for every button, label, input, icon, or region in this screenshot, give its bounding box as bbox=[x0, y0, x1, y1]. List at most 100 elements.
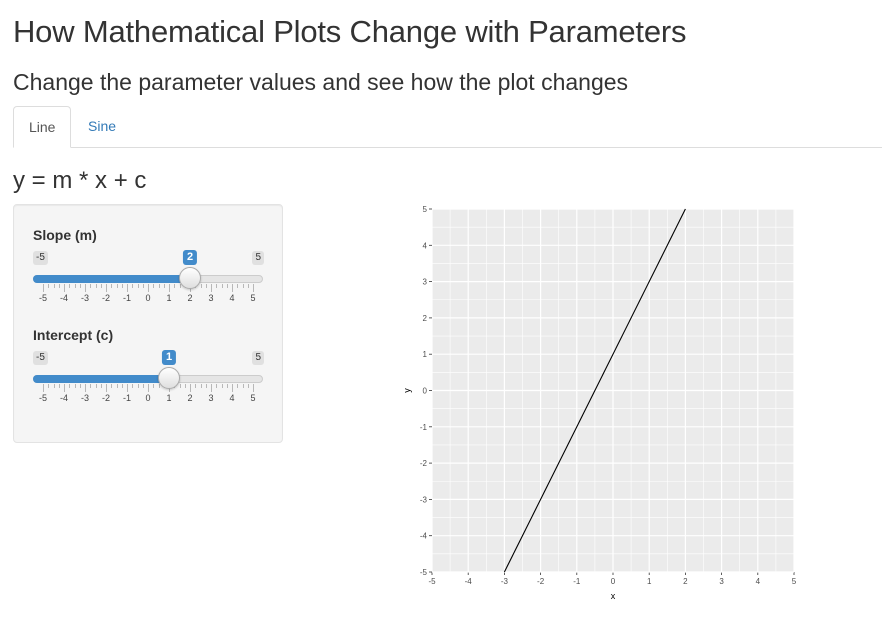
y-tick-label: -4 bbox=[420, 532, 428, 541]
slope-tick-mark bbox=[174, 284, 176, 288]
slope-tick-mark bbox=[148, 284, 149, 292]
intercept-max-label: 5 bbox=[252, 351, 264, 365]
x-tick-label: -1 bbox=[573, 577, 581, 586]
slope-tick-mark bbox=[69, 284, 71, 288]
line-plot: -5 -4 -3 -2 -1 0 1 2 3 4 5 -5 -4 -3 -2 -1 0 1 2 3 4 5 x y bbox=[402, 205, 797, 601]
intercept-tick-mark bbox=[132, 384, 134, 388]
slope-tick-mark bbox=[211, 284, 212, 292]
slope-tick-mark bbox=[127, 284, 128, 292]
intercept-tick-mark bbox=[253, 384, 254, 392]
intercept-tick-mark bbox=[237, 384, 239, 388]
intercept-tick-mark bbox=[158, 384, 160, 388]
slope-tick-mark bbox=[85, 284, 86, 292]
intercept-tick-mark bbox=[221, 384, 223, 388]
slope-min-label: -5 bbox=[33, 251, 48, 265]
y-tick-label: 5 bbox=[423, 205, 428, 214]
slope-tick-label: 3 bbox=[208, 293, 214, 303]
intercept-tick-mark bbox=[148, 384, 149, 392]
intercept-tick-mark bbox=[100, 384, 102, 388]
slope-tick-mark bbox=[232, 284, 233, 292]
slope-tick-label: 1 bbox=[166, 293, 172, 303]
slope-tick-mark bbox=[237, 284, 239, 288]
slope-tick-mark bbox=[53, 284, 55, 288]
intercept-tick-mark bbox=[226, 384, 228, 388]
intercept-tick-mark bbox=[179, 384, 181, 388]
tab-bar: Line Sine bbox=[13, 106, 882, 148]
x-tick-label: 2 bbox=[683, 577, 688, 586]
intercept-ticks: -5 -4 -3 -2 -1 0 1 2 3 4 5 bbox=[33, 384, 263, 404]
slope-slider[interactable]: -5 5 2 -5 -4 -3 -2 -1 0 1 2 3 4 5 bbox=[33, 250, 264, 321]
intercept-tick-label: 1 bbox=[166, 393, 172, 403]
slope-tick-mark bbox=[48, 284, 50, 288]
intercept-value-label: 1 bbox=[161, 350, 177, 365]
intercept-tick-label: 5 bbox=[250, 393, 256, 403]
slope-tick-mark bbox=[132, 284, 134, 288]
intercept-tick-mark bbox=[48, 384, 50, 388]
slope-tick-mark bbox=[253, 284, 254, 292]
slope-tick-mark bbox=[95, 284, 97, 288]
slope-tick-mark bbox=[242, 284, 244, 288]
slope-tick-mark bbox=[106, 284, 107, 292]
x-tick-label: 0 bbox=[611, 577, 616, 586]
slope-label: Slope (m) bbox=[33, 227, 97, 243]
intercept-tick-label: -2 bbox=[101, 393, 111, 403]
slope-tick-mark bbox=[111, 284, 113, 288]
y-tick-label: -5 bbox=[420, 568, 428, 577]
slope-tick-mark bbox=[43, 284, 44, 292]
y-tick-label: 4 bbox=[423, 241, 428, 250]
intercept-tick-mark bbox=[90, 384, 92, 388]
intercept-tick-mark bbox=[58, 384, 60, 388]
slope-fill bbox=[33, 275, 190, 283]
slope-tick-mark bbox=[221, 284, 223, 288]
intercept-tick-label: -1 bbox=[122, 393, 132, 403]
x-tick-label: -5 bbox=[428, 577, 436, 586]
slope-ticks: -5 -4 -3 -2 -1 0 1 2 3 4 5 bbox=[33, 284, 263, 304]
intercept-tick-mark bbox=[95, 384, 97, 388]
intercept-tick-mark bbox=[53, 384, 55, 388]
intercept-tick-mark bbox=[85, 384, 86, 392]
controls-panel: Slope (m) -5 5 2 -5 -4 -3 -2 -1 0 1 2 3 4 5 Interc… bbox=[13, 204, 283, 443]
slope-tick-label: 0 bbox=[145, 293, 151, 303]
tab-line[interactable]: Line bbox=[13, 106, 71, 148]
y-tick-label: -1 bbox=[420, 423, 428, 432]
slope-handle[interactable] bbox=[179, 267, 201, 289]
intercept-tick-mark bbox=[74, 384, 76, 388]
x-tick-label: -2 bbox=[537, 577, 545, 586]
slope-tick-label: -3 bbox=[80, 293, 90, 303]
slope-tick-label: 2 bbox=[187, 293, 193, 303]
intercept-tick-mark bbox=[195, 384, 197, 388]
slope-tick-label: -5 bbox=[38, 293, 48, 303]
y-tick-label: 0 bbox=[423, 387, 428, 396]
x-tick-label: -4 bbox=[465, 577, 473, 586]
equation-heading: y = m * x + c bbox=[13, 167, 147, 194]
intercept-tick-label: -3 bbox=[80, 393, 90, 403]
x-tick-label: 1 bbox=[647, 577, 652, 586]
slope-tick-mark bbox=[163, 284, 165, 288]
y-tick-label: -3 bbox=[420, 495, 428, 504]
intercept-tick-mark bbox=[142, 384, 144, 388]
intercept-tick-mark bbox=[121, 384, 123, 388]
intercept-tick-mark bbox=[205, 384, 207, 388]
slope-value-label: 2 bbox=[182, 250, 198, 265]
slope-tick-mark bbox=[142, 284, 144, 288]
intercept-tick-mark bbox=[79, 384, 81, 388]
slope-tick-mark bbox=[153, 284, 155, 288]
slope-tick-mark bbox=[64, 284, 65, 292]
intercept-slider[interactable]: -5 5 1 -5 -4 -3 -2 -1 0 1 2 3 4 5 bbox=[33, 350, 264, 421]
intercept-tick-label: 2 bbox=[187, 393, 193, 403]
intercept-tick-mark bbox=[184, 384, 186, 388]
tab-sine[interactable]: Sine bbox=[88, 118, 117, 134]
x-tick-label: 4 bbox=[756, 577, 761, 586]
slope-tick-mark bbox=[205, 284, 207, 288]
intercept-tick-mark bbox=[200, 384, 202, 388]
slope-tick-mark bbox=[200, 284, 202, 288]
series-line bbox=[503, 208, 686, 573]
x-tick-label: 3 bbox=[719, 577, 724, 586]
intercept-tick-mark bbox=[69, 384, 71, 388]
x-tick-label: 5 bbox=[792, 577, 797, 586]
intercept-tick-mark bbox=[127, 384, 128, 392]
slope-tick-mark bbox=[158, 284, 160, 288]
slope-tick-label: 5 bbox=[250, 293, 256, 303]
slope-tick-mark bbox=[226, 284, 228, 288]
intercept-handle[interactable] bbox=[158, 367, 180, 389]
